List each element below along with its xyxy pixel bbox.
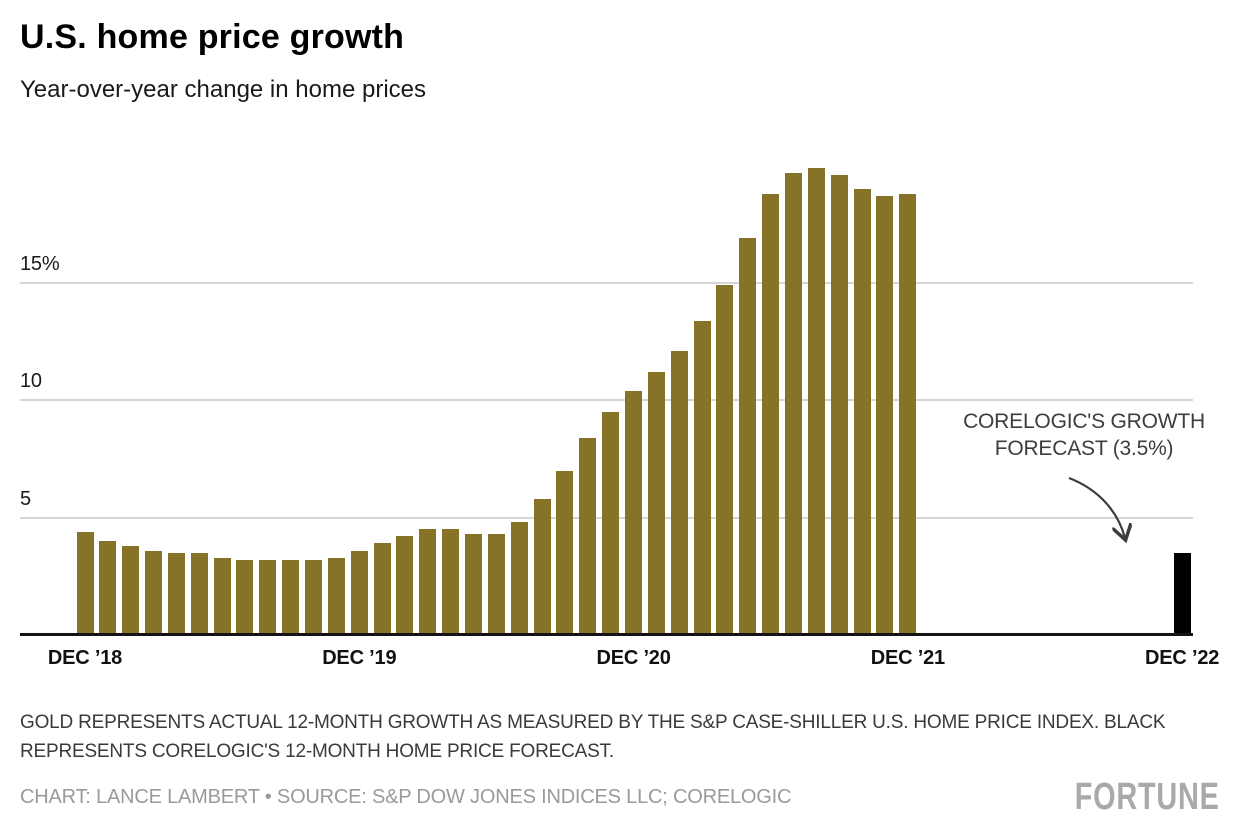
annotation-arrow-icon [1068,476,1137,558]
bar-jun-20 [487,534,505,635]
forecast-annotation-line1: CORELOGIC'S GROWTH [963,410,1205,433]
bar-oct-20 [579,437,597,635]
bar-sep-21 [830,175,848,635]
y-axis-label-15: 15% [20,252,60,275]
bar-oct-19 [305,559,323,635]
bar-may-21 [739,238,757,635]
bar-may-20 [465,534,483,635]
x-axis-label-dec-20: DEC ’20 [596,647,671,669]
bar-sep-20 [556,470,574,635]
bar-aug-20 [533,498,551,635]
bar-jul-20 [510,522,528,635]
bar-dec-18 [76,531,94,635]
bar-sep-19 [282,559,300,635]
gridline-15pct [20,281,1193,284]
chart-notes-line1: GOLD REPRESENTS ACTUAL 12-MONTH GROWTH A… [20,712,1166,733]
x-axis-line [20,633,1193,636]
chart-notes-block: GOLD REPRESENTS ACTUAL 12-MONTH GROWTH A… [20,708,1166,766]
forecast-annotation: CORELOGIC'S GROWTH FORECAST (3.5%) [963,408,1205,462]
chart-subtitle: Year-over-year change in home prices [20,76,426,103]
bar-may-19 [190,552,208,635]
x-axis-label-dec-19: DEC ’19 [322,647,397,669]
bar-nov-19 [327,557,345,635]
bar-nov-20 [602,412,620,635]
bar-jul-21 [785,172,803,635]
bar-jun-21 [762,193,780,635]
bar-dec-20 [625,390,643,635]
bar-dec-19 [350,550,368,635]
bar-mar-20 [419,529,437,635]
bar-feb-20 [396,536,414,635]
credit-line: CHART: LANCE LAMBERT • SOURCE: S&P DOW J… [20,786,792,808]
x-axis-label-dec-22: DEC ’22 [1145,647,1220,669]
bar-feb-21 [670,351,688,635]
bar-apr-21 [716,285,734,635]
y-axis-label-10: 10 [20,370,42,393]
x-axis-label-dec-18: DEC ’18 [47,647,123,669]
home-price-bar-chart: CORELOGIC'S GROWTH FORECAST (3.5%) 5 10 15… [20,150,1219,669]
bar-mar-21 [693,320,711,635]
bar-dec-21 [899,193,917,635]
bar-nov-21 [876,196,894,635]
x-axis-label-dec-21: DEC ’21 [870,647,945,669]
fortune-logo: FORTUNE [1075,776,1220,818]
bar-apr-19 [167,552,185,635]
bar-mar-19 [145,550,163,635]
y-axis-label-5: 5 [20,487,31,510]
bar-oct-21 [853,189,871,635]
bar-jun-19 [213,557,231,635]
bar-aug-19 [259,559,277,635]
bar-aug-21 [807,167,825,635]
gridline-10pct [20,399,1193,402]
page-title: U.S. home price growth [20,18,405,56]
forecast-annotation-line2: FORECAST (3.5%) [994,437,1174,460]
bar-jan-20 [373,543,391,635]
forecast-bar-dec-22 [1173,552,1191,635]
bar-apr-20 [442,529,460,635]
bar-jan-21 [647,372,665,635]
bar-feb-19 [122,545,140,635]
bar-jul-19 [236,559,254,635]
chart-notes-line2: REPRESENTS CORELOGIC'S 12-MONTH HOME PRI… [20,741,614,762]
bar-jan-19 [99,541,117,635]
